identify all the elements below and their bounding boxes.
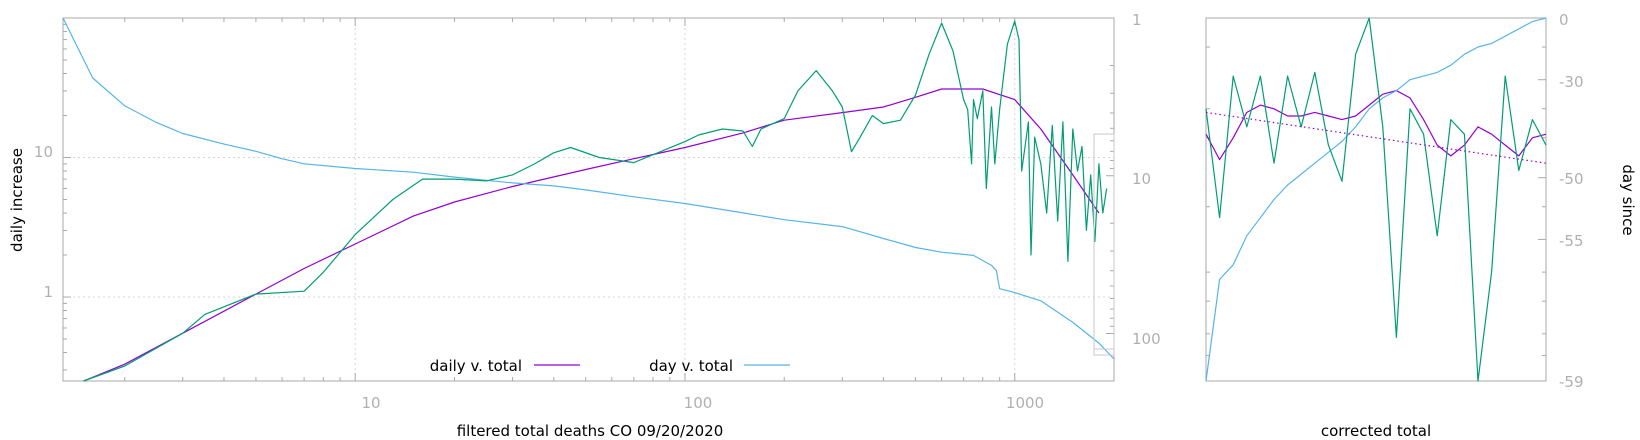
y2-tick-label: 100 bbox=[1132, 330, 1161, 348]
y2-tick-label: 10 bbox=[1132, 170, 1151, 188]
main-plot: 10 100 1000 1 10 1 10 100 filtered total… bbox=[8, 11, 1161, 440]
inset-marker-box bbox=[1093, 133, 1115, 350]
y-tick-label: 10 bbox=[34, 143, 53, 161]
side-y2-tick-label: -30 bbox=[1559, 73, 1584, 91]
series-daily-v-total-line bbox=[83, 88, 1100, 382]
side-y2-tick-label: -59 bbox=[1559, 373, 1584, 391]
legend: daily v. total day v. total bbox=[430, 357, 790, 375]
main-plot-frame bbox=[62, 17, 1115, 382]
side-series-group bbox=[1205, 17, 1547, 382]
x-tick-label: 1000 bbox=[1006, 394, 1044, 412]
side-y2-axis-title: day since bbox=[1619, 164, 1637, 235]
y-axis-title: daily increase bbox=[8, 148, 26, 252]
side-series-trend-line bbox=[1205, 111, 1547, 164]
side-y2-tick-label: -55 bbox=[1559, 232, 1584, 250]
legend-label-day-v-total: day v. total bbox=[649, 357, 733, 375]
y2-tick-label: 1 bbox=[1132, 11, 1142, 29]
inset-marker-box-small bbox=[1093, 348, 1115, 356]
side-x-axis-title: corrected total bbox=[1321, 422, 1431, 440]
legend-label-daily-v-total: daily v. total bbox=[430, 357, 522, 375]
side-plot-frame bbox=[1205, 17, 1547, 382]
x-axis-title: filtered total deaths CO 09/20/2020 bbox=[457, 422, 724, 440]
main-tick-marks bbox=[63, 17, 1115, 382]
x-tick-label: 10 bbox=[361, 394, 380, 412]
side-y2-tick-label: 0 bbox=[1559, 11, 1569, 29]
series-daily-raw-line bbox=[83, 20, 1108, 382]
series-day-v-total-line bbox=[62, 17, 1115, 360]
main-grid bbox=[63, 18, 1114, 381]
side-y2-tick-label: -50 bbox=[1559, 170, 1584, 188]
side-series-day-line bbox=[1205, 17, 1547, 382]
x-tick-label: 100 bbox=[684, 394, 713, 412]
main-series-group bbox=[62, 17, 1115, 382]
side-plot: 0 -30 -50 -55 -59 corrected total day si… bbox=[1205, 11, 1637, 440]
side-series-smoothed-line bbox=[1205, 89, 1547, 161]
y-tick-label: 1 bbox=[43, 283, 53, 301]
side-series-raw-line bbox=[1205, 17, 1547, 382]
